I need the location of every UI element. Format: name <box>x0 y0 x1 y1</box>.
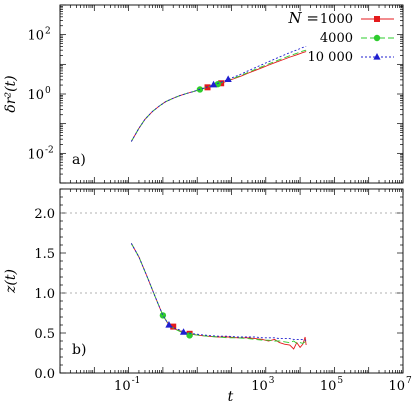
panel-label: a) <box>72 152 86 168</box>
x-tick-exponent: 3 <box>269 376 275 386</box>
series-line-10000 <box>130 243 307 341</box>
x-tick-label: 10 <box>320 379 337 394</box>
data-point-10000 <box>179 328 188 335</box>
y-tick-label: 10 <box>27 29 44 44</box>
data-point-10000 <box>165 321 173 328</box>
x-tick-label: 10 <box>388 379 405 394</box>
plot-frame <box>59 4 404 184</box>
series-line-10000 <box>130 46 307 142</box>
x-tick-exponent: 7 <box>406 376 412 386</box>
data-point-4000 <box>159 312 167 319</box>
x-tick-label: 10 <box>251 379 268 394</box>
legend-marker <box>373 53 381 60</box>
y-tick-label: 1.0 <box>34 287 55 302</box>
panel-label: b) <box>72 342 86 358</box>
series-line-4000 <box>130 243 307 344</box>
y-tick-label: 2.0 <box>34 207 55 222</box>
y-tick-label: 10 <box>27 147 44 162</box>
y-tick-exponent: 0 <box>45 86 51 96</box>
series-line-1000 <box>130 243 307 350</box>
y-tick-exponent: -2 <box>45 145 54 155</box>
data-point-10000 <box>209 80 218 88</box>
data-point-1000 <box>170 323 177 330</box>
y-tick-label: 0.0 <box>34 367 55 382</box>
data-point-10000 <box>224 75 232 83</box>
y-tick-exponent: 2 <box>45 27 51 37</box>
panel-b: 0.00.51.01.52.0b)z(t)10 -1 10 3 10 5 10 7t <box>3 188 412 405</box>
y-tick-label: 10 <box>27 88 44 103</box>
legend-marker <box>374 16 380 22</box>
y-axis-label: z(t) <box>3 269 19 294</box>
x-tick-label: 10 <box>114 379 131 394</box>
series-line-1000 <box>130 51 307 142</box>
legend-label: 4000 <box>320 31 353 46</box>
legend-title: N = <box>288 9 319 27</box>
legend-marker <box>373 34 381 42</box>
plot-frame <box>59 188 404 374</box>
x-tick-exponent: -1 <box>132 376 141 386</box>
y-tick-label: 0.5 <box>34 327 55 342</box>
y-axis-label: δr²(t) <box>3 75 19 112</box>
x-tick-exponent: 5 <box>337 376 343 386</box>
legend-label: 1000 <box>320 12 353 27</box>
legend-label: 10 000 <box>308 50 354 65</box>
series-line-4000 <box>130 49 307 142</box>
data-point-4000 <box>186 332 193 339</box>
y-tick-label: 1.5 <box>34 247 55 262</box>
x-axis-label: t <box>228 389 234 405</box>
